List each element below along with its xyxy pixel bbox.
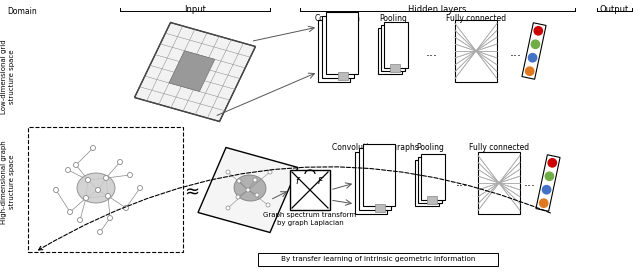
Bar: [418, 157, 442, 203]
Bar: [478, 152, 520, 214]
Bar: [415, 160, 439, 206]
Text: High-dimensional graph
structure space: High-dimensional graph structure space: [1, 140, 15, 224]
Text: Convolution: Convolution: [315, 14, 361, 23]
Bar: [384, 22, 408, 68]
Circle shape: [529, 54, 537, 62]
Text: ...: ...: [524, 175, 536, 188]
Polygon shape: [169, 51, 215, 91]
Text: ...: ...: [510, 45, 522, 58]
Ellipse shape: [77, 173, 115, 203]
Text: ...: ...: [426, 45, 438, 58]
Bar: [381, 25, 405, 71]
Text: Graph spectrum transform
by graph Laplacian: Graph spectrum transform by graph Laplac…: [264, 212, 356, 225]
Circle shape: [106, 193, 111, 199]
Circle shape: [118, 159, 122, 165]
Text: Low-dimensional grid
structure space: Low-dimensional grid structure space: [1, 40, 15, 114]
Circle shape: [246, 188, 250, 192]
Circle shape: [124, 206, 129, 211]
Text: By transfer learning of intrinsic geometric information: By transfer learning of intrinsic geomet…: [281, 256, 475, 262]
Circle shape: [127, 172, 132, 178]
Bar: [522, 23, 546, 79]
Circle shape: [226, 206, 230, 210]
Bar: [363, 144, 395, 206]
Text: f: f: [295, 177, 298, 186]
Text: Fully connected: Fully connected: [469, 143, 529, 152]
Bar: [318, 20, 350, 82]
Polygon shape: [198, 147, 298, 233]
Circle shape: [138, 186, 143, 190]
Bar: [421, 154, 445, 200]
Circle shape: [237, 179, 241, 183]
Circle shape: [255, 193, 259, 197]
Circle shape: [540, 199, 548, 207]
Text: Convolution on graphs: Convolution on graphs: [332, 143, 419, 152]
Circle shape: [534, 27, 543, 35]
Text: Fully connected: Fully connected: [446, 14, 506, 23]
Circle shape: [83, 196, 88, 200]
Text: Output: Output: [600, 5, 629, 14]
Text: Pooling: Pooling: [379, 14, 407, 23]
Bar: [290, 170, 330, 210]
Text: Input: Input: [184, 5, 206, 14]
Circle shape: [97, 230, 102, 234]
Circle shape: [543, 186, 551, 194]
Bar: [338, 72, 348, 80]
Ellipse shape: [234, 175, 266, 201]
Circle shape: [95, 187, 100, 193]
Text: $\approx$: $\approx$: [180, 181, 199, 199]
Circle shape: [548, 159, 556, 167]
Bar: [375, 204, 385, 212]
Bar: [390, 64, 400, 72]
Circle shape: [54, 187, 58, 193]
Circle shape: [90, 146, 95, 150]
Circle shape: [108, 215, 113, 221]
Circle shape: [77, 218, 83, 222]
Bar: [378, 28, 402, 74]
FancyArrowPatch shape: [38, 167, 550, 250]
Polygon shape: [134, 23, 255, 122]
Bar: [355, 152, 387, 214]
Circle shape: [525, 67, 534, 75]
Text: Domain: Domain: [7, 7, 36, 16]
Circle shape: [268, 170, 272, 174]
Circle shape: [67, 209, 72, 215]
Bar: [455, 20, 497, 82]
Circle shape: [74, 162, 79, 168]
Circle shape: [104, 175, 109, 181]
Circle shape: [86, 178, 90, 183]
Circle shape: [253, 178, 257, 182]
Bar: [326, 12, 358, 74]
Circle shape: [545, 172, 554, 180]
Bar: [536, 155, 560, 211]
Circle shape: [266, 203, 270, 207]
Bar: [322, 16, 354, 78]
Bar: [28, 127, 183, 252]
Bar: [427, 196, 437, 204]
Circle shape: [65, 168, 70, 172]
Circle shape: [531, 40, 540, 48]
Circle shape: [226, 170, 230, 174]
Bar: [258, 253, 498, 266]
Text: Hidden layers: Hidden layers: [408, 5, 467, 14]
Text: F: F: [318, 177, 323, 186]
Circle shape: [236, 195, 240, 199]
Text: Pooling: Pooling: [416, 143, 444, 152]
Bar: [359, 148, 391, 210]
Text: ...: ...: [456, 175, 468, 188]
